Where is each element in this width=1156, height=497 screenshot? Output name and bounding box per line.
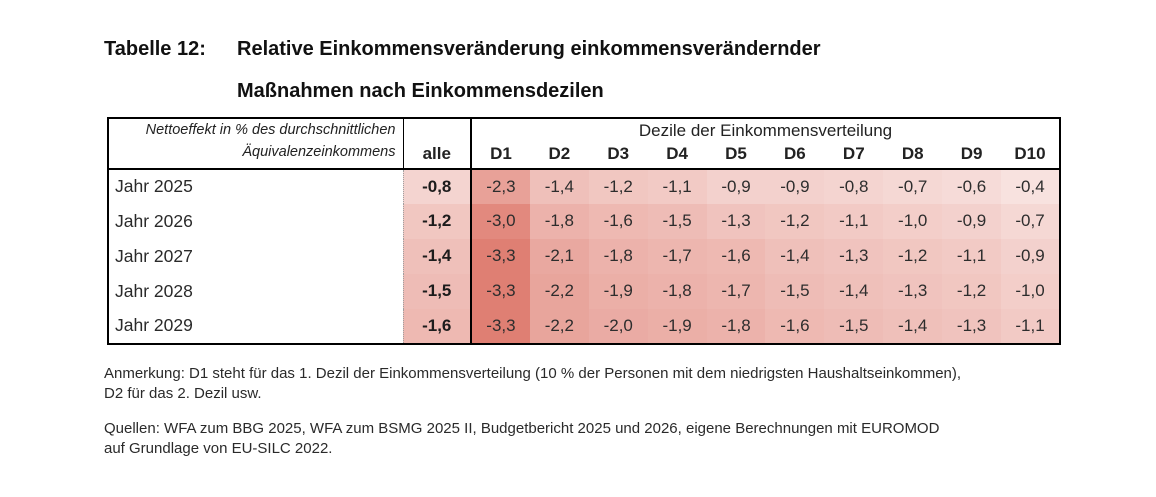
decile-value-cell: -1,9 (588, 273, 648, 309)
table-title-line1: Relative Einkommensveränderung einkommen… (237, 38, 821, 60)
note-quellen-line2: auf Grundlage von EU-SILC 2022. (104, 440, 333, 457)
decile-value-cell: -1,2 (588, 168, 648, 204)
row-label: Jahr 2028 (108, 273, 404, 309)
income-deciles-table: Nettoeffekt in % des durchschnittlichen … (107, 117, 1061, 345)
header-row-group: Nettoeffekt in % des durchschnittlichen … (108, 118, 1060, 170)
all-value-cell: -1,4 (403, 238, 472, 274)
decile-column-header: D5 (706, 142, 766, 170)
stub-header: Nettoeffekt in % des durchschnittlichen … (108, 118, 404, 170)
decile-value-cell: -1,3 (942, 308, 1002, 344)
all-value-cell: -0,8 (403, 168, 472, 204)
decile-value-cell: -1,5 (824, 308, 884, 344)
decile-value-cell: -1,4 (765, 238, 825, 274)
decile-column-header: D8 (883, 142, 943, 170)
decile-value-cell: -3,0 (471, 203, 530, 239)
decile-value-cell: -3,3 (471, 238, 530, 274)
decile-value-cell: -1,8 (529, 203, 589, 239)
note-quellen-line1: Quellen: WFA zum BBG 2025, WFA zum BSMG … (104, 420, 940, 437)
decile-value-cell: -1,8 (647, 273, 707, 309)
decile-value-cell: -0,7 (883, 168, 943, 204)
decile-value-cell: -1,1 (824, 203, 884, 239)
decile-value-cell: -3,3 (471, 308, 530, 344)
decile-column-header: D2 (529, 142, 589, 170)
row-label: Jahr 2025 (108, 168, 404, 204)
decile-value-cell: -1,1 (1001, 308, 1060, 344)
decile-value-cell: -0,7 (1001, 203, 1060, 239)
decile-value-cell: -1,1 (647, 168, 707, 204)
decile-value-cell: -1,3 (883, 273, 943, 309)
decile-value-cell: -2,2 (529, 308, 589, 344)
decile-value-cell: -1,2 (883, 238, 943, 274)
decile-column-header: D1 (471, 142, 530, 170)
decile-value-cell: -1,2 (765, 203, 825, 239)
all-column-header: alle (403, 118, 472, 170)
all-value-cell: -1,6 (403, 308, 472, 344)
decile-column-header: D7 (824, 142, 884, 170)
decile-column-header: D3 (588, 142, 648, 170)
decile-value-cell: -1,0 (1001, 273, 1060, 309)
deciles-group-header: Dezile der Einkommensverteilung (471, 118, 1060, 143)
table-title-line2: Maßnahmen nach Einkommensdezilen (237, 80, 604, 102)
note-quellen: Quellen: WFA zum BBG 2025, WFA zum BSMG … (104, 419, 1104, 459)
table-row: Jahr 2026 -1,2 -3,0 -1,8 -1,6 -1,5 -1,3 -1,2 -1,… (108, 203, 1060, 239)
decile-value-cell: -1,4 (883, 308, 943, 344)
table-title: Tabelle 12: Relative Einkommensveränderu… (104, 28, 821, 112)
decile-value-cell: -0,6 (942, 168, 1002, 204)
note-anmerkung: Anmerkung: D1 steht für das 1. Dezil der… (104, 364, 1104, 404)
decile-value-cell: -1,7 (647, 238, 707, 274)
row-label: Jahr 2029 (108, 308, 404, 344)
note-anmerkung-line1: Anmerkung: D1 steht für das 1. Dezil der… (104, 365, 962, 382)
decile-value-cell: -1,8 (706, 308, 766, 344)
decile-value-cell: -1,6 (588, 203, 648, 239)
decile-value-cell: -1,8 (588, 238, 648, 274)
decile-column-header: D4 (647, 142, 707, 170)
decile-value-cell: -1,6 (765, 308, 825, 344)
decile-value-cell: -1,2 (942, 273, 1002, 309)
decile-value-cell: -1,7 (706, 273, 766, 309)
note-anmerkung-line2: D2 für das 2. Dezil usw. (104, 385, 262, 402)
decile-value-cell: -1,0 (883, 203, 943, 239)
table-number: Tabelle 12: (104, 38, 206, 60)
table-title-text: Relative Einkommensveränderung einkommen… (237, 28, 821, 112)
decile-value-cell: -1,4 (824, 273, 884, 309)
decile-value-cell: -1,3 (706, 203, 766, 239)
table-body: Jahr 2025 -0,8 -2,3 -1,4 -1,2 -1,1 -0,9 -0,9 -0,… (108, 168, 1060, 344)
row-label: Jahr 2027 (108, 238, 404, 274)
decile-column-header: D6 (765, 142, 825, 170)
table-row: Jahr 2027 -1,4 -3,3 -2,1 -1,8 -1,7 -1,6 -1,4 -1,… (108, 238, 1060, 274)
decile-value-cell: -2,0 (588, 308, 648, 344)
decile-value-cell: -1,5 (647, 203, 707, 239)
decile-value-cell: -0,9 (706, 168, 766, 204)
table-row: Jahr 2025 -0,8 -2,3 -1,4 -1,2 -1,1 -0,9 -0,9 -0,… (108, 168, 1060, 204)
decile-column-header: D10 (1001, 142, 1060, 170)
decile-value-cell: -3,3 (471, 273, 530, 309)
decile-value-cell: -0,9 (942, 203, 1002, 239)
decile-value-cell: -1,5 (765, 273, 825, 309)
header-row-deciles: D1 D2 D3 D4 D5 D6 D7 D8 D9 D10 (108, 142, 1060, 170)
decile-value-cell: -0,8 (824, 168, 884, 204)
all-value-cell: -1,5 (403, 273, 472, 309)
decile-value-cell: -0,4 (1001, 168, 1060, 204)
decile-column-header: D9 (942, 142, 1002, 170)
decile-value-cell: -2,2 (529, 273, 589, 309)
stub-header-line2: Äquivalenzeinkommens (242, 143, 396, 160)
stub-header-line1: Nettoeffekt in % des durchschnittlichen (145, 122, 396, 138)
table-header: Nettoeffekt in % des durchschnittlichen … (108, 118, 1060, 170)
decile-value-cell: -0,9 (1001, 238, 1060, 274)
table-row: Jahr 2028 -1,5 -3,3 -2,2 -1,9 -1,8 -1,7 -1,5 -1,… (108, 273, 1060, 309)
decile-value-cell: -1,6 (706, 238, 766, 274)
decile-value-cell: -1,3 (824, 238, 884, 274)
decile-value-cell: -0,9 (765, 168, 825, 204)
decile-value-cell: -1,4 (529, 168, 589, 204)
decile-value-cell: -1,9 (647, 308, 707, 344)
decile-value-cell: -1,1 (942, 238, 1002, 274)
decile-value-cell: -2,1 (529, 238, 589, 274)
table-row: Jahr 2029 -1,6 -3,3 -2,2 -2,0 -1,9 -1,8 -1,6 -1,… (108, 308, 1060, 344)
row-label: Jahr 2026 (108, 203, 404, 239)
decile-value-cell: -2,3 (471, 168, 530, 204)
all-value-cell: -1,2 (403, 203, 472, 239)
